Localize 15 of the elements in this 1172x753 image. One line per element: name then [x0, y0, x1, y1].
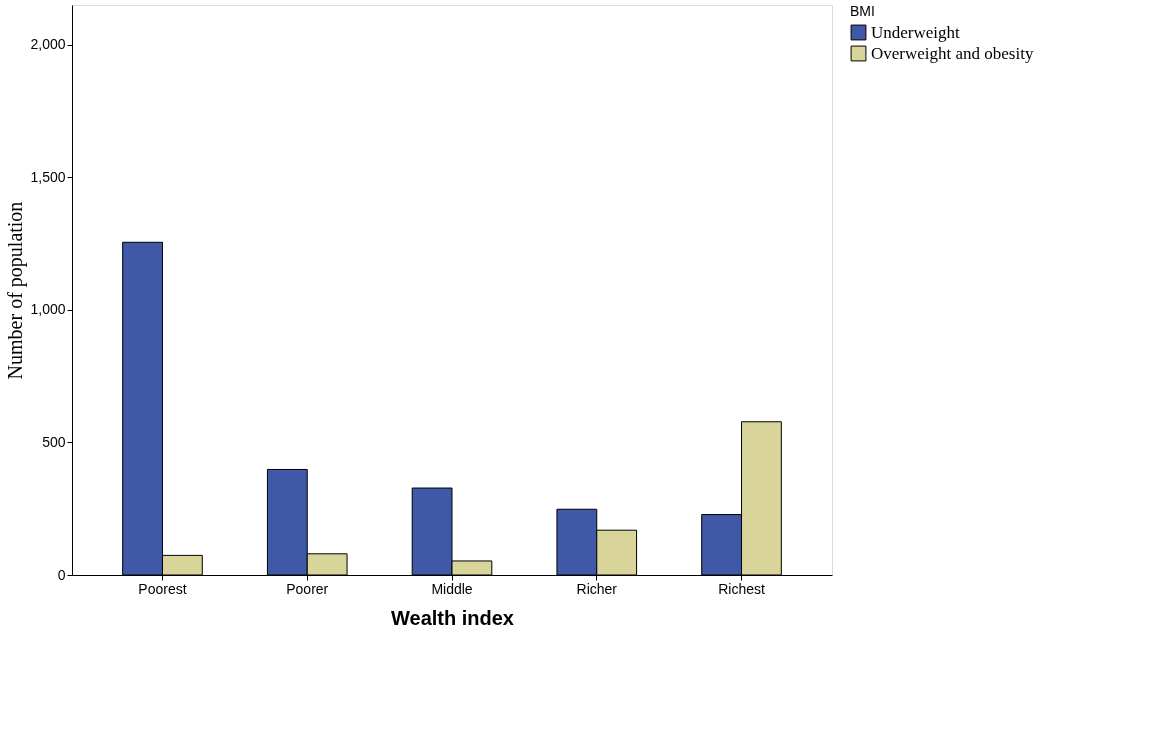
x-tick-label: Poorer [286, 580, 329, 597]
x-tick-label: Poorest [138, 580, 187, 597]
y-tick-label: 1,000 [30, 301, 66, 318]
legend-title: BMI [850, 3, 875, 19]
x-tick-label: Richest [718, 580, 765, 597]
y-axis-title: Number of population [4, 201, 28, 380]
y-tick-label: 2,000 [30, 36, 66, 53]
legend-label: Underweight [871, 22, 961, 42]
y-tick-label: 500 [42, 433, 66, 450]
x-tick-label: Richer [576, 580, 618, 597]
x-axis-title: Wealth index [391, 606, 514, 629]
y-tick-label: 0 [57, 566, 66, 583]
legend-label: Overweight and obesity [871, 43, 1034, 63]
y-tick-label: 1,500 [30, 168, 66, 185]
x-tick-label: Middle [431, 580, 473, 597]
